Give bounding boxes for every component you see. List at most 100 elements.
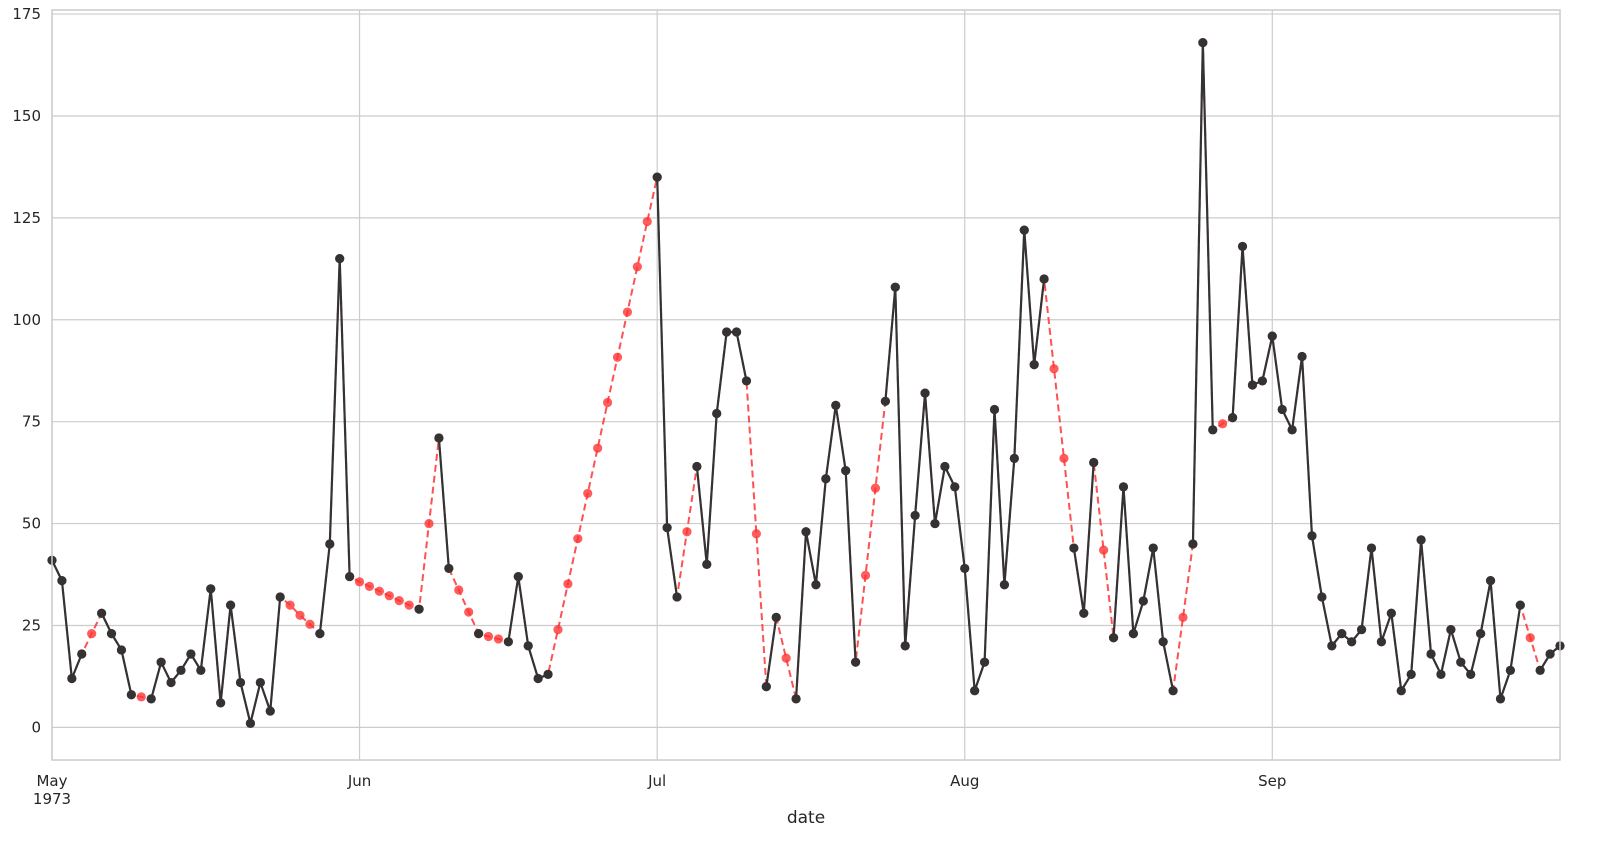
data-point-observed (126, 690, 136, 700)
data-point-observed (1356, 624, 1367, 635)
data-point-interpolated (374, 586, 384, 596)
data-point-interpolated (305, 619, 315, 629)
data-point-observed (652, 172, 662, 182)
data-point-observed (275, 592, 285, 602)
x-tick-label: Jul (647, 772, 666, 790)
x-axis-title: date (787, 808, 825, 828)
data-point-observed (821, 474, 831, 484)
data-point-observed (166, 677, 176, 688)
data-point-interpolated (1059, 453, 1069, 463)
data-point-observed (176, 665, 186, 675)
data-point-observed (1188, 539, 1198, 549)
data-point-observed (1089, 457, 1099, 468)
data-point-observed (206, 584, 216, 594)
data-point-observed (116, 645, 127, 655)
data-point-observed (156, 657, 166, 667)
data-point-interpolated (364, 581, 375, 591)
data-point-interpolated (493, 634, 504, 644)
data-point-observed (1168, 686, 1178, 696)
data-point-observed (950, 482, 960, 492)
data-point-observed (880, 396, 890, 406)
data-point-observed (225, 600, 236, 610)
data-point-interpolated (612, 352, 623, 362)
data-point-interpolated (642, 216, 652, 227)
data-point-interpolated (1218, 419, 1228, 429)
data-point-observed (1366, 543, 1377, 553)
data-point-observed (533, 673, 543, 684)
data-point-interpolated (1049, 364, 1059, 374)
x-tick-label: Aug (950, 772, 979, 790)
data-point-observed (831, 400, 841, 410)
data-point-observed (1138, 596, 1148, 606)
data-point-observed (970, 686, 980, 696)
data-point-observed (851, 657, 861, 667)
data-point-interpolated (87, 629, 97, 639)
data-point-observed (255, 677, 265, 688)
data-point-observed (1128, 629, 1138, 639)
data-point-observed (1019, 225, 1029, 235)
data-point-observed (1317, 592, 1327, 602)
grid-lines (51, 10, 1560, 760)
data-point-observed (106, 629, 117, 639)
data-point-observed (811, 580, 821, 590)
data-point-observed (1009, 453, 1019, 463)
data-point-interpolated (424, 518, 434, 529)
data-point-observed (999, 580, 1010, 590)
data-point-observed (186, 649, 196, 659)
data-point-interpolated (136, 692, 146, 702)
y-tick-label: 100 (12, 311, 41, 329)
data-point-interpolated (563, 579, 573, 589)
data-point-observed (1247, 380, 1258, 390)
data-point-interpolated (602, 397, 613, 408)
y-tick-label: 0 (31, 718, 41, 736)
data-point-observed (1118, 482, 1129, 492)
data-point-observed (1485, 576, 1496, 586)
data-point-observed (1198, 38, 1208, 48)
data-point-observed (841, 465, 851, 476)
data-point-observed (692, 461, 702, 472)
data-point-observed (1079, 608, 1089, 618)
y-tick-label: 25 (22, 616, 41, 634)
data-point-observed (196, 665, 206, 675)
data-point-observed (474, 629, 484, 639)
data-point-observed (1495, 694, 1506, 704)
data-point-observed (265, 706, 275, 716)
data-point-observed (97, 608, 107, 618)
data-point-interpolated (781, 653, 791, 663)
data-point-observed (543, 669, 553, 680)
data-point-observed (1257, 376, 1267, 386)
data-point-interpolated (384, 591, 394, 601)
data-point-observed (1386, 608, 1396, 618)
data-point-observed (989, 404, 1000, 415)
y-tick-label: 150 (12, 107, 41, 125)
data-point-observed (216, 698, 226, 708)
data-point-observed (900, 641, 910, 651)
data-point-observed (1069, 543, 1079, 553)
data-point-observed (1237, 241, 1248, 252)
series-interpolated (47, 38, 1565, 728)
x-tick-label: Jun (347, 772, 371, 790)
data-point-observed (1297, 351, 1307, 362)
y-tick-label: 125 (12, 209, 41, 227)
data-point-observed (1416, 535, 1426, 545)
data-point-interpolated (632, 262, 642, 272)
data-point-observed (1267, 331, 1277, 341)
data-point-observed (662, 523, 672, 533)
data-point-observed (513, 571, 523, 582)
data-point-observed (335, 254, 345, 264)
data-point-interpolated (295, 610, 305, 620)
data-point-observed (801, 527, 811, 537)
data-point-observed (235, 677, 246, 688)
data-point-observed (1337, 629, 1347, 639)
data-point-observed (1545, 649, 1555, 659)
data-point-observed (1476, 629, 1486, 639)
data-point-interpolated (454, 585, 464, 595)
data-point-observed (761, 682, 771, 692)
data-point-interpolated (1525, 633, 1535, 643)
data-point-observed (1466, 669, 1476, 680)
data-point-observed (1376, 637, 1387, 647)
data-point-observed (712, 408, 722, 419)
data-point-interpolated (354, 577, 365, 587)
data-point-observed (920, 388, 930, 398)
data-point-observed (67, 673, 77, 684)
